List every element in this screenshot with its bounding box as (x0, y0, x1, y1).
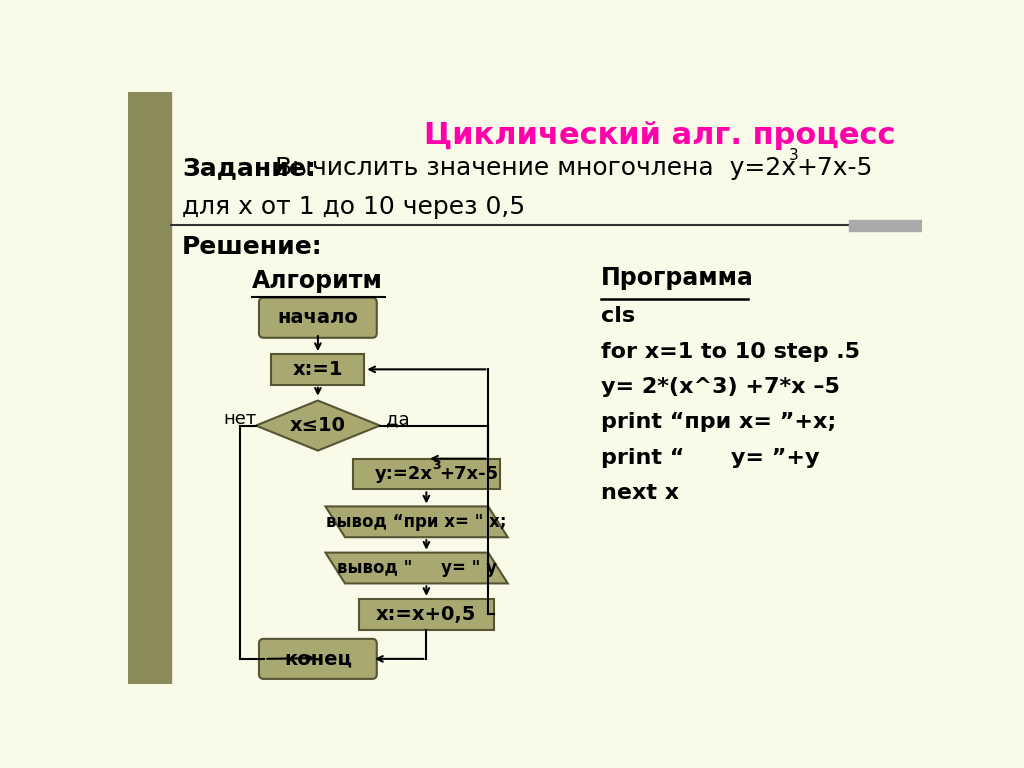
Text: print “при x= ”+x;: print “при x= ”+x; (601, 412, 836, 432)
FancyBboxPatch shape (259, 298, 377, 338)
Bar (358, 599, 495, 630)
Text: cls: cls (601, 306, 635, 326)
Text: да: да (386, 410, 410, 429)
Text: вывод “при х= " х;: вывод “при х= " х; (327, 513, 507, 531)
Polygon shape (326, 553, 508, 584)
Text: Задание:: Задание: (182, 156, 316, 180)
Polygon shape (256, 401, 380, 451)
Text: print “      y= ”+y: print “ y= ”+y (601, 448, 819, 468)
Text: 3: 3 (790, 147, 799, 163)
Text: +7х-5: +7х-5 (439, 465, 499, 483)
Text: Алгоритм: Алгоритм (252, 270, 383, 293)
Text: Вычислить значение многочлена  у=2х: Вычислить значение многочлена у=2х (275, 156, 797, 180)
Polygon shape (326, 506, 508, 538)
Bar (849, 220, 922, 230)
Text: next x: next x (601, 483, 679, 503)
Text: для х от 1 до 10 через 0,5: для х от 1 до 10 через 0,5 (182, 194, 525, 219)
Text: нет: нет (223, 410, 257, 429)
Text: Циклический алг. процесс: Циклический алг. процесс (424, 121, 895, 151)
Text: Решение:: Решение: (182, 235, 323, 260)
Bar (271, 354, 365, 385)
Text: Программа: Программа (601, 266, 754, 290)
Text: y= 2*(x^3) +7*x –5: y= 2*(x^3) +7*x –5 (601, 377, 840, 397)
Bar (352, 458, 500, 489)
Text: вывод "     у= " у: вывод " у= " у (337, 559, 497, 577)
FancyBboxPatch shape (259, 639, 377, 679)
Text: +7х-5: +7х-5 (797, 156, 873, 180)
Text: у:=2х: у:=2х (375, 465, 432, 483)
Bar (128, 92, 171, 684)
Text: начало: начало (278, 308, 358, 327)
Text: х:=х+0,5: х:=х+0,5 (376, 604, 476, 624)
Text: конец: конец (284, 650, 352, 668)
Text: х:=1: х:=1 (293, 360, 343, 379)
Text: х≤10: х≤10 (290, 416, 346, 435)
Text: for x=1 to 10 step .5: for x=1 to 10 step .5 (601, 342, 860, 362)
Text: 3: 3 (432, 459, 441, 472)
